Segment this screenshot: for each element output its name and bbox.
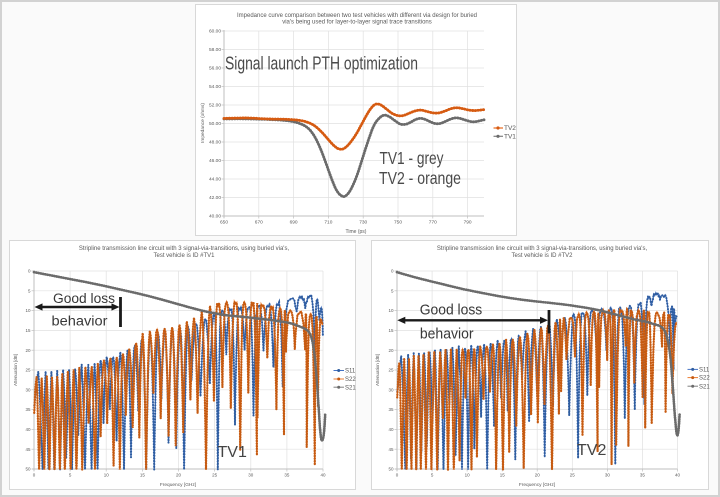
svg-text:Frequency [GHz]: Frequency [GHz]	[160, 482, 196, 488]
svg-text:35: 35	[388, 407, 394, 412]
svg-text:35: 35	[25, 407, 31, 412]
svg-text:5: 5	[28, 288, 31, 293]
svg-text:30: 30	[248, 473, 254, 478]
svg-text:Impedance curve comparison bet: Impedance curve comparison between two t…	[237, 13, 477, 19]
svg-text:S21: S21	[699, 384, 710, 390]
svg-text:behavior: behavior	[420, 325, 474, 342]
svg-text:Signal launch PTH optimization: Signal launch PTH optimization	[225, 53, 418, 74]
svg-text:50: 50	[25, 467, 31, 472]
svg-text:Attenuation [dB]: Attenuation [dB]	[375, 354, 380, 386]
svg-text:Time (ps): Time (ps)	[346, 229, 367, 235]
svg-text:Frequency [GHz]: Frequency [GHz]	[519, 482, 555, 488]
svg-text:50: 50	[388, 467, 394, 472]
svg-text:60.00: 60.00	[209, 29, 221, 35]
svg-text:54.00: 54.00	[209, 84, 221, 90]
svg-text:790: 790	[464, 220, 472, 226]
svg-text:Test vehicle is ID #TV1: Test vehicle is ID #TV1	[153, 253, 215, 259]
svg-text:Stripline transmission line ci: Stripline transmission line circuit with…	[79, 246, 290, 252]
svg-text:710: 710	[324, 220, 332, 226]
svg-text:44.00: 44.00	[209, 177, 221, 183]
svg-text:48.00: 48.00	[209, 140, 221, 146]
svg-text:42.00: 42.00	[209, 195, 221, 201]
svg-text:58.00: 58.00	[209, 47, 221, 53]
svg-text:TV1 - grey: TV1 - grey	[380, 148, 444, 168]
svg-text:46.00: 46.00	[209, 158, 221, 164]
svg-text:5: 5	[69, 473, 72, 478]
svg-text:25: 25	[388, 368, 394, 373]
svg-text:behavior: behavior	[52, 314, 108, 330]
svg-text:S11: S11	[699, 368, 710, 374]
svg-text:S21: S21	[345, 385, 356, 391]
svg-text:25: 25	[212, 473, 218, 478]
svg-text:0: 0	[396, 473, 399, 478]
svg-text:15: 15	[388, 328, 394, 333]
svg-text:770: 770	[429, 220, 437, 226]
svg-text:40: 40	[675, 473, 681, 478]
svg-text:56.00: 56.00	[209, 66, 221, 72]
svg-text:730: 730	[359, 220, 367, 226]
svg-text:35: 35	[640, 473, 646, 478]
svg-text:52.00: 52.00	[209, 103, 221, 109]
svg-text:15: 15	[140, 473, 146, 478]
svg-text:25: 25	[25, 368, 31, 373]
svg-text:15: 15	[25, 328, 31, 333]
svg-text:0: 0	[28, 269, 31, 274]
svg-text:20: 20	[176, 473, 182, 478]
svg-text:25: 25	[570, 473, 576, 478]
svg-text:TV2: TV2	[504, 125, 516, 132]
svg-text:Impedance (ohms): Impedance (ohms)	[200, 103, 206, 143]
svg-text:via's being used for layer-to-: via's being used for layer-to-layer sign…	[282, 20, 432, 26]
svg-text:10: 10	[104, 473, 110, 478]
svg-text:30: 30	[605, 473, 611, 478]
svg-text:50.00: 50.00	[209, 121, 221, 127]
svg-text:TV2: TV2	[577, 442, 606, 459]
svg-text:Good loss: Good loss	[53, 291, 115, 307]
svg-text:30: 30	[25, 387, 31, 392]
svg-text:0: 0	[33, 473, 36, 478]
svg-text:45: 45	[388, 447, 394, 452]
svg-text:0: 0	[391, 269, 394, 274]
svg-text:5: 5	[431, 473, 434, 478]
svg-text:TV2 - orange: TV2 - orange	[379, 168, 461, 188]
svg-text:S11: S11	[345, 369, 356, 375]
svg-text:Test vehicle is ID #TV2: Test vehicle is ID #TV2	[511, 253, 573, 259]
svg-text:20: 20	[535, 473, 541, 478]
svg-text:10: 10	[388, 308, 394, 313]
svg-text:40.00: 40.00	[209, 214, 221, 220]
svg-text:45: 45	[25, 447, 31, 452]
svg-text:40: 40	[25, 427, 31, 432]
svg-text:S22: S22	[699, 376, 710, 382]
svg-text:Good loss: Good loss	[420, 301, 483, 318]
svg-text:15: 15	[500, 473, 506, 478]
svg-text:10: 10	[465, 473, 471, 478]
svg-text:35: 35	[284, 473, 290, 478]
svg-text:750: 750	[394, 220, 402, 226]
svg-text:Stripline transmission line ci: Stripline transmission line circuit with…	[437, 246, 648, 252]
svg-text:S22: S22	[345, 377, 356, 383]
svg-text:5: 5	[391, 288, 394, 293]
svg-text:30: 30	[388, 387, 394, 392]
svg-text:10: 10	[25, 308, 31, 313]
svg-text:TV1: TV1	[504, 134, 516, 141]
svg-text:20: 20	[25, 348, 31, 353]
svg-text:690: 690	[290, 220, 298, 226]
svg-text:Attenuation [dB]: Attenuation [dB]	[13, 354, 18, 386]
svg-text:40: 40	[388, 427, 394, 432]
svg-text:650: 650	[220, 220, 228, 226]
svg-text:40: 40	[320, 473, 326, 478]
svg-text:TV1: TV1	[218, 444, 247, 461]
svg-text:670: 670	[255, 220, 263, 226]
svg-text:20: 20	[388, 348, 394, 353]
